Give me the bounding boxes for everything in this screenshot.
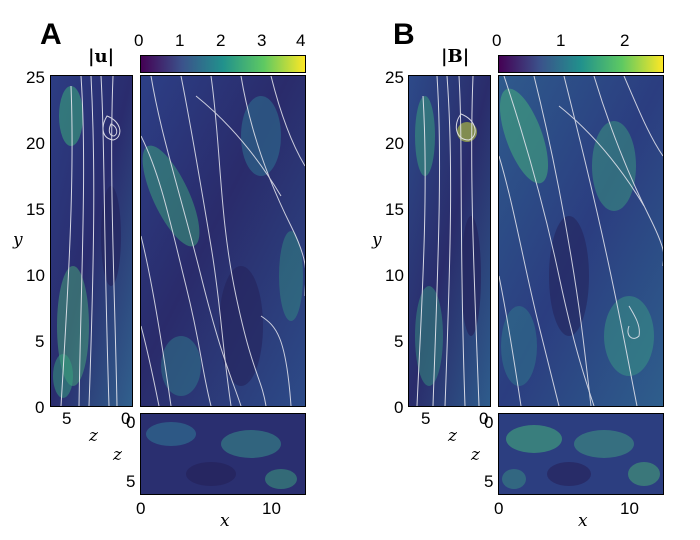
y-tick: 0: [35, 398, 45, 417]
y-tick: 20: [385, 134, 404, 153]
colorbar-tick: 3: [257, 31, 267, 50]
z-side-axis-label: z: [89, 426, 98, 446]
colorbar-velocity: [140, 55, 306, 73]
z-side-tick: 5: [62, 409, 72, 428]
colorbar-tick: 2: [620, 31, 630, 50]
panel-letter: A: [40, 18, 62, 51]
y-tick: 20: [26, 134, 45, 153]
y-tick: 25: [385, 68, 404, 87]
y-tick: 10: [26, 266, 45, 285]
z-side-tick: 0: [121, 409, 131, 428]
side-field-plot-zy: [408, 75, 491, 407]
z-side-tick: 0: [479, 409, 489, 428]
y-tick: 5: [394, 332, 404, 351]
magnetic-field-bottom: [499, 414, 663, 494]
velocity-field-bottom: [141, 414, 305, 494]
z-bottom-tick: 0: [126, 413, 136, 432]
main-field-plot-xy: [498, 75, 664, 407]
y-tick: 25: [26, 68, 45, 87]
y-tick: 15: [26, 200, 45, 219]
x-tick: 0: [136, 499, 146, 518]
bottom-field-plot-xz: [140, 413, 306, 495]
z-bottom-axis-label: z: [113, 445, 122, 465]
panel-letter: B: [393, 18, 415, 51]
x-axis-label: x: [578, 511, 588, 531]
colorbar-tick: 0: [492, 31, 502, 50]
side-field-plot-zy: [50, 75, 133, 407]
magnetic-field-side: [409, 76, 490, 406]
y-tick: 15: [385, 200, 404, 219]
x-axis-label: x: [220, 511, 230, 531]
x-tick: 0: [494, 499, 504, 518]
z-side-axis-label: z: [448, 426, 457, 446]
velocity-field-main: [141, 76, 305, 406]
colorbar-magnetic: [498, 55, 664, 73]
main-field-plot-xy: [140, 75, 306, 407]
z-bottom-tick: 0: [484, 413, 494, 432]
x-tick: 10: [620, 499, 639, 518]
z-bottom-tick: 5: [484, 472, 494, 491]
colorbar-tick: 1: [556, 31, 566, 50]
y-axis-label: y: [13, 230, 23, 250]
y-axis-label: y: [372, 230, 382, 250]
x-tick: 10: [262, 499, 281, 518]
z-bottom-axis-label: z: [471, 445, 480, 465]
colorbar-title: |B|: [441, 46, 470, 67]
magnetic-field-main: [499, 76, 663, 406]
colorbar-tick: 0: [134, 31, 144, 50]
y-tick: 10: [385, 266, 404, 285]
colorbar-tick: 4: [296, 31, 306, 50]
y-tick: 5: [35, 332, 45, 351]
colorbar-tick: 2: [216, 31, 226, 50]
colorbar-tick: 1: [175, 31, 185, 50]
velocity-field-side: [51, 76, 132, 406]
bottom-field-plot-xz: [498, 413, 664, 495]
z-bottom-tick: 5: [126, 472, 136, 491]
z-side-tick: 5: [421, 409, 431, 428]
colorbar-title: |u|: [88, 46, 115, 67]
y-tick: 0: [394, 398, 404, 417]
